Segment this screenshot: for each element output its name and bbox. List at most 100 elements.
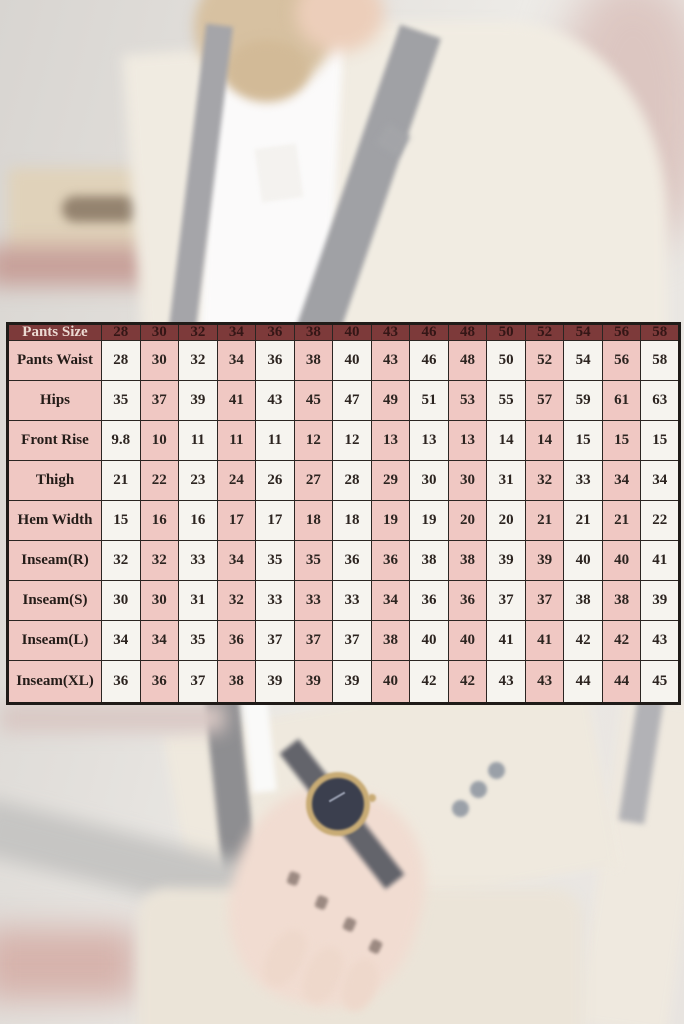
table-cell: 48: [447, 339, 488, 382]
table-cell: 32: [101, 540, 141, 582]
table-cell: 36: [332, 540, 372, 582]
table-cell: 39: [178, 380, 218, 422]
table-cell: 43: [255, 380, 295, 422]
table-cell: 55: [486, 380, 526, 422]
table-cell: 14: [524, 420, 565, 462]
table-cell: 30: [139, 580, 180, 622]
row-label: Thigh: [7, 460, 102, 502]
table-row: Inseam(L) 34 34 35 36 37 37 37 38 40 40 41 41 42 42 43: [7, 620, 680, 662]
table-cell: 41: [640, 540, 680, 582]
table-cell: 34: [370, 580, 411, 622]
table-row: Front Rise 9.8 10 11 11 11 12 12 13 13 13 14 14 15 15 1…: [7, 420, 680, 462]
table-cell: 19: [370, 500, 411, 542]
column-header-size: 50: [486, 323, 526, 341]
table-cell: 31: [178, 580, 218, 622]
cuff-button-shape: [488, 762, 505, 779]
table-cell: 22: [139, 460, 180, 502]
table-cell: 57: [524, 380, 565, 422]
table-cell: 37: [255, 620, 295, 662]
table-cell: 36: [255, 339, 295, 382]
row-label: Inseam(R): [7, 540, 102, 582]
table-cell: 43: [486, 660, 526, 704]
table-cell: 41: [524, 620, 565, 662]
table-cell: 38: [447, 540, 488, 582]
table-cell: 40: [332, 339, 372, 382]
table-cell: 18: [293, 500, 334, 542]
column-header-size: 36: [255, 323, 295, 341]
table-cell: 37: [332, 620, 372, 662]
table-cell: 54: [563, 339, 603, 382]
table-cell: 43: [370, 339, 411, 382]
table-cell: 11: [216, 420, 257, 462]
table-header: Pants Size 28 30 32 34 36 38 40 43 46 48 50 52 54 56 58: [7, 323, 680, 341]
background-red-smudge: [0, 928, 137, 1000]
column-header-size: 38: [293, 323, 334, 341]
column-header-size: 28: [101, 323, 141, 341]
table-cell: 10: [139, 420, 180, 462]
table-cell: 32: [524, 460, 565, 502]
table-cell: 13: [447, 420, 488, 462]
column-header-label: Pants Size: [7, 323, 102, 341]
table-cell: 53: [447, 380, 488, 422]
table-cell: 32: [178, 339, 218, 382]
table-cell: 29: [370, 460, 411, 502]
table-cell: 18: [332, 500, 372, 542]
cuff-button-shape: [470, 781, 487, 798]
table-cell: 12: [332, 420, 372, 462]
table-cell: 41: [216, 380, 257, 422]
table-cell: 33: [178, 540, 218, 582]
table-cell: 42: [563, 620, 603, 662]
table-cell: 40: [447, 620, 488, 662]
table-cell: 13: [370, 420, 411, 462]
table-cell: 33: [255, 580, 295, 622]
table-cell: 38: [370, 620, 411, 662]
column-header-size: 48: [447, 323, 488, 341]
table-cell: 34: [139, 620, 180, 662]
table-cell: 47: [332, 380, 372, 422]
column-header-size: 46: [409, 323, 449, 341]
table-cell: 28: [101, 339, 141, 382]
table-cell: 15: [563, 420, 603, 462]
table-row: Thigh 21 22 23 24 26 27 28 29 30 30 31 32 33 34 34: [7, 460, 680, 502]
table-cell: 26: [255, 460, 295, 502]
table-cell: 12: [293, 420, 334, 462]
table-cell: 44: [601, 660, 642, 704]
table-cell: 34: [216, 540, 257, 582]
table-cell: 46: [409, 339, 449, 382]
table-cell: 36: [447, 580, 488, 622]
table-cell: 35: [101, 380, 141, 422]
table-cell: 9.8: [101, 420, 141, 462]
table-row: Inseam(XL) 36 36 37 38 39 39 39 40 42 42 43 43 44 44 45: [7, 660, 680, 704]
table-cell: 30: [101, 580, 141, 622]
table-cell: 20: [447, 500, 488, 542]
chin-shape: [226, 40, 308, 102]
table-cell: 15: [601, 420, 642, 462]
table-cell: 35: [255, 540, 295, 582]
table-cell: 34: [216, 339, 257, 382]
table-cell: 28: [332, 460, 372, 502]
table-cell: 39: [486, 540, 526, 582]
column-header-size: 32: [178, 323, 218, 341]
table-cell: 40: [409, 620, 449, 662]
table-cell: 22: [640, 500, 680, 542]
table-cell: 11: [178, 420, 218, 462]
table-cell: 58: [640, 339, 680, 382]
table-cell: 39: [640, 580, 680, 622]
table-cell: 39: [293, 660, 334, 704]
table-cell: 33: [563, 460, 603, 502]
watch-face-shape: [306, 772, 370, 836]
table-cell: 36: [216, 620, 257, 662]
table-cell: 40: [370, 660, 411, 704]
table-cell: 43: [524, 660, 565, 704]
table-cell: 16: [178, 500, 218, 542]
table-cell: 38: [216, 660, 257, 704]
table-cell: 34: [101, 620, 141, 662]
cuff-button-shape: [452, 800, 469, 817]
table-cell: 61: [601, 380, 642, 422]
table-cell: 34: [640, 460, 680, 502]
table-cell: 11: [255, 420, 295, 462]
table-cell: 32: [216, 580, 257, 622]
table-cell: 27: [293, 460, 334, 502]
table-cell: 36: [409, 580, 449, 622]
table-cell: 59: [563, 380, 603, 422]
